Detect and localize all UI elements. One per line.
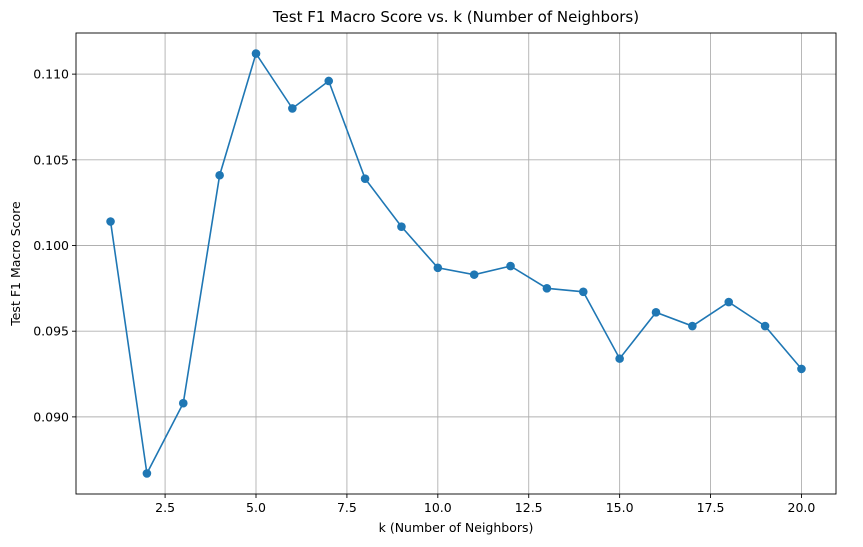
data-point (578, 287, 588, 297)
data-point (651, 308, 661, 317)
data-point (251, 49, 261, 58)
data-point (469, 270, 479, 279)
data-point (506, 261, 515, 271)
series-line (109, 51, 803, 477)
data-point (760, 321, 770, 331)
data-point (142, 469, 152, 478)
chart-title: Test F1 Macro Score vs. k (Number of Nei… (272, 8, 639, 26)
x-tick-label: 2.5 (155, 500, 175, 515)
x-tick-label: 5.0 (246, 500, 266, 515)
y-tick-label: 0.105 (33, 152, 69, 167)
data-point (615, 354, 624, 363)
plot-frame (75, 32, 837, 495)
y-tick-label: 0.090 (33, 409, 69, 424)
x-tick-label: 20.0 (788, 500, 816, 515)
x-axis: 2.5 5.0 7.5 10.0 12.5 15.0 17.5 20.0 (155, 494, 815, 515)
data-point (397, 222, 406, 231)
y-tick-label: 0.095 (33, 324, 69, 339)
y-tick-label: 0.110 (33, 67, 69, 82)
data-point (433, 263, 443, 273)
data-point (360, 174, 370, 183)
grid (76, 33, 836, 494)
data-point (724, 297, 734, 307)
x-tick-label: 7.5 (337, 500, 357, 515)
x-tick-label: 17.5 (697, 500, 725, 515)
data-point (542, 284, 552, 293)
data-point (324, 76, 334, 86)
data-point (797, 364, 806, 374)
x-tick-label: 10.0 (424, 500, 452, 515)
y-axis: 0.090 0.095 0.100 0.105 0.110 (33, 67, 76, 424)
x-tick-label: 15.0 (606, 500, 634, 515)
data-point (288, 104, 297, 113)
series (106, 49, 806, 478)
x-tick-label: 12.5 (515, 500, 543, 515)
y-tick-label: 0.100 (33, 238, 69, 253)
y-axis-label: Test F1 Macro Score (8, 201, 23, 327)
data-point (178, 398, 188, 408)
data-point (215, 170, 224, 180)
data-point (106, 217, 115, 226)
x-axis-label: k (Number of Neighbors) (379, 520, 534, 535)
data-point (688, 321, 697, 331)
